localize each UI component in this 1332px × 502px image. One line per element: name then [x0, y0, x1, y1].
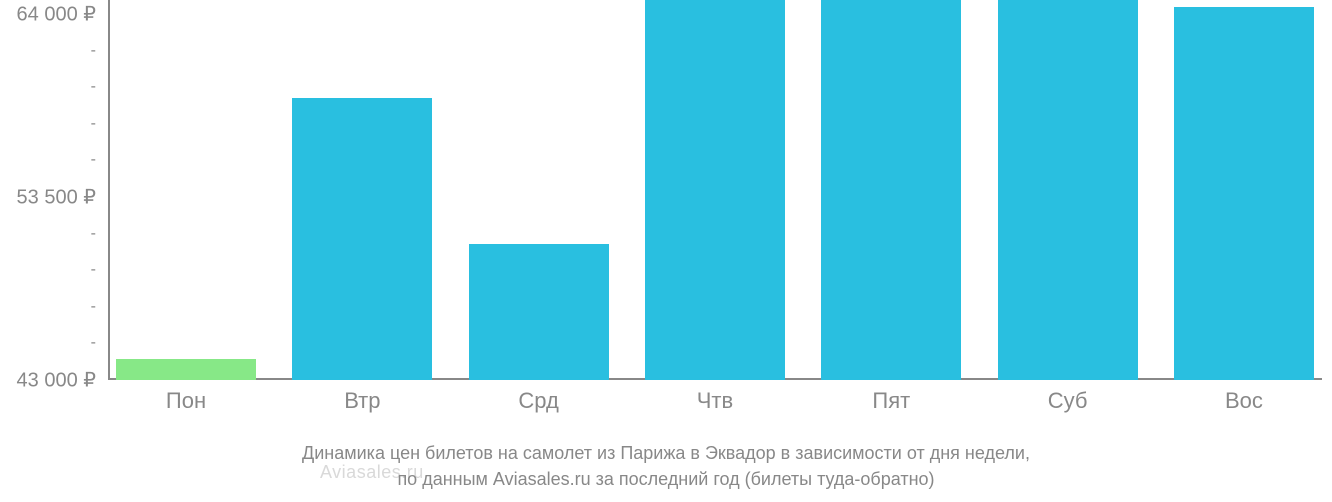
y-minor-tick: -	[91, 298, 96, 316]
y-minor-tick: -	[91, 78, 96, 96]
x-tick-label: Втр	[292, 388, 432, 414]
x-axis-labels: Пон Втр Срд Чтв Пят Суб Вос	[110, 388, 1320, 414]
x-tick-label: Вос	[1174, 388, 1314, 414]
bar	[292, 98, 432, 380]
x-tick-label: Суб	[998, 388, 1138, 414]
y-tick-label: 53 500 ₽	[17, 184, 96, 209]
caption-line-2: по данным Aviasales.ru за последний год …	[0, 466, 1332, 492]
bar	[821, 0, 961, 380]
bar-slot	[821, 0, 961, 380]
y-minor-tick: -	[91, 42, 96, 60]
bar-slot	[645, 0, 785, 380]
bar	[645, 0, 785, 380]
y-tick-label: 64 000 ₽	[17, 1, 96, 26]
y-minor-tick: -	[91, 151, 96, 169]
bar-slot	[1174, 0, 1314, 380]
y-minor-tick: -	[91, 225, 96, 243]
bar	[998, 0, 1138, 380]
y-minor-tick: -	[91, 334, 96, 352]
plot-area	[110, 0, 1320, 380]
chart-caption: Динамика цен билетов на самолет из Париж…	[0, 440, 1332, 492]
x-tick-label: Чтв	[645, 388, 785, 414]
bar	[469, 244, 609, 380]
bar-slot	[469, 0, 609, 380]
y-axis: 64 000 ₽53 500 ₽43 000 ₽--------	[0, 0, 110, 380]
y-minor-tick: -	[91, 115, 96, 133]
caption-line-1: Динамика цен билетов на самолет из Париж…	[0, 440, 1332, 466]
bar-slot	[116, 0, 256, 380]
bar	[1174, 7, 1314, 380]
x-tick-label: Пон	[116, 388, 256, 414]
x-tick-label: Срд	[469, 388, 609, 414]
bar-slot	[998, 0, 1138, 380]
bar	[116, 359, 256, 380]
y-tick-label: 43 000 ₽	[17, 368, 96, 393]
bar-slot	[292, 0, 432, 380]
price-chart: 64 000 ₽ 53 500 ₽ 43 000 ₽ - - - - - - - - Пон Втр С…	[0, 0, 1332, 502]
x-tick-label: Пят	[821, 388, 961, 414]
y-minor-tick: -	[91, 261, 96, 279]
bars-container	[110, 0, 1320, 380]
